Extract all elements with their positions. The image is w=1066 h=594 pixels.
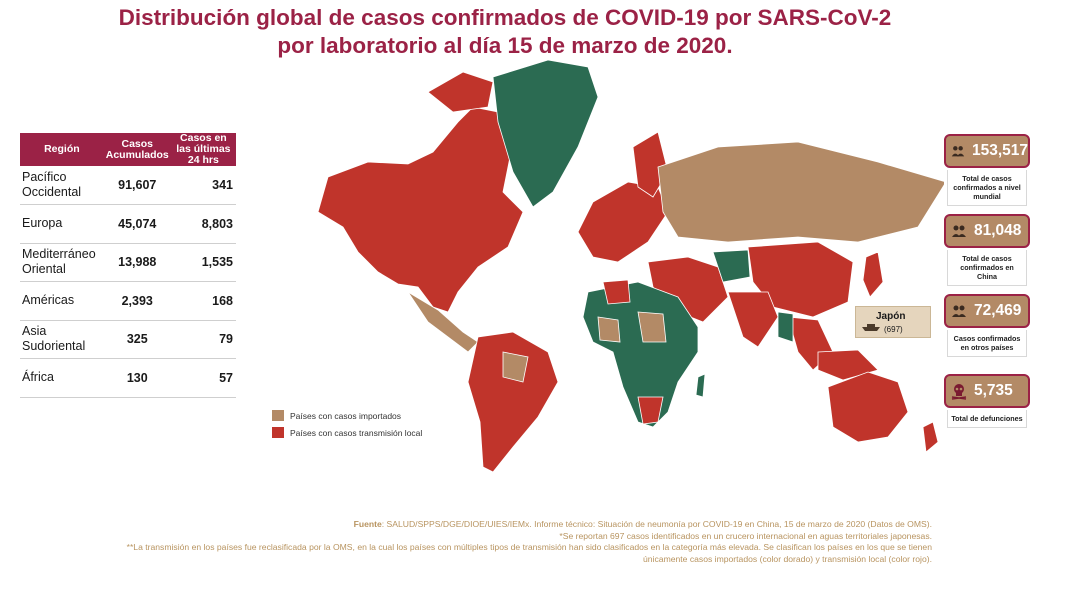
japan-callout: Japón (697) xyxy=(855,306,931,338)
table-row: Pacífico Occidental 91,607 341 xyxy=(20,166,236,205)
stat-badge: 81,048 xyxy=(944,214,1030,248)
table-row: Mediterráneo Oriental 13,988 1,535 xyxy=(20,243,236,282)
region-central-asia xyxy=(712,249,751,283)
region-name: Mediterráneo Oriental xyxy=(20,243,104,282)
stat-description: Total de casos confirmados a nivel mundi… xyxy=(947,170,1027,206)
cases-24h: 57 xyxy=(170,358,236,398)
japan-title: Japón xyxy=(876,311,906,322)
cases-accumulated: 130 xyxy=(103,358,171,398)
region-new-zealand xyxy=(922,421,939,453)
footnote-source: Fuente: SALUD/SPPS/DGE/DIOE/UIES/IEMx. I… xyxy=(110,519,932,531)
region-china xyxy=(747,241,854,318)
region-africa-gold-1 xyxy=(637,311,667,343)
region-name: Asia Sudoriental xyxy=(20,320,104,359)
region-brazil-part xyxy=(502,351,529,383)
region-south-america xyxy=(467,331,559,473)
table-row: Asia Sudoriental 325 79 xyxy=(20,320,236,359)
header-region: Región xyxy=(20,133,104,166)
stat-card-china: 81,048 Total de casos confirmados en Chi… xyxy=(944,214,1030,286)
people-icon xyxy=(952,305,966,317)
map-legend: Países con casos importados Países con c… xyxy=(272,410,422,444)
cases-24h: 8,803 xyxy=(170,204,236,244)
region-africa-gold-2 xyxy=(597,316,621,343)
table-row: Europa 45,074 8,803 xyxy=(20,204,236,244)
page-title: Distribución global de casos confirmados… xyxy=(118,5,892,58)
region-canada-north xyxy=(427,71,494,113)
stat-card-deaths: 5,735 Total de defunciones xyxy=(944,374,1030,428)
stat-badge: 72,469 xyxy=(944,294,1030,328)
legend-swatch-imported xyxy=(272,410,284,421)
region-australia xyxy=(827,371,909,443)
region-madagascar xyxy=(695,373,706,398)
legend-item-local: Países con casos transmisión local xyxy=(272,427,422,438)
region-name: Américas xyxy=(20,281,104,321)
people-icon xyxy=(952,225,966,237)
table-row: África 130 57 xyxy=(20,358,236,398)
region-greenland xyxy=(492,59,599,208)
table-header-row: Región Casos Acumulados Casos en las últ… xyxy=(20,133,236,166)
footnote-note1: *Se reportan 697 casos identificados en … xyxy=(559,530,932,541)
cases-accumulated: 91,607 xyxy=(103,166,171,205)
stat-description: Casos confirmados en otros países xyxy=(947,330,1027,357)
source-text: : SALUD/SPPS/DGE/DIOE/UIES/IEMx. Informe… xyxy=(381,519,932,529)
stat-description: Total de defunciones xyxy=(947,410,1027,428)
region-name: África xyxy=(20,358,104,398)
cases-accumulated: 45,074 xyxy=(103,204,171,244)
legend-item-imported: Países con casos importados xyxy=(272,410,422,421)
world-map xyxy=(258,52,948,482)
region-japan xyxy=(862,251,884,298)
region-name: Europa xyxy=(20,204,104,244)
region-table: Región Casos Acumulados Casos en las últ… xyxy=(20,133,236,398)
cases-accumulated: 13,988 xyxy=(103,243,171,282)
table-row: Américas 2,393 168 xyxy=(20,281,236,321)
cases-accumulated: 2,393 xyxy=(103,281,171,321)
footnotes: Fuente: SALUD/SPPS/DGE/DIOE/UIES/IEMx. I… xyxy=(110,519,932,565)
stat-badge: 153,517 xyxy=(944,134,1030,168)
stat-number: 72,469 xyxy=(974,302,1022,319)
cases-24h: 341 xyxy=(170,166,236,205)
cases-24h: 79 xyxy=(170,320,236,359)
stat-card-world: 153,517 Total de casos confirmados a niv… xyxy=(944,134,1030,206)
stat-number: 153,517 xyxy=(971,142,1028,159)
stat-badge: 5,735 xyxy=(944,374,1030,408)
header-acumulados: Casos Acumulados xyxy=(103,133,171,166)
legend-label-imported: Países con casos importados xyxy=(290,410,402,421)
cases-24h: 1,535 xyxy=(170,243,236,282)
ship-icon xyxy=(862,324,880,331)
skull-icon xyxy=(951,384,967,400)
header-ultimas24: Casos en las últimas 24 hrs xyxy=(170,133,236,166)
stat-card-other-countries: 72,469 Casos confirmados en otros países xyxy=(944,294,1030,357)
stat-description: Total de casos confirmados en China xyxy=(947,250,1027,286)
region-africa xyxy=(582,281,699,428)
world-map-svg xyxy=(317,59,947,473)
region-russia xyxy=(657,141,947,243)
source-label: Fuente xyxy=(353,519,382,529)
legend-label-local: Países con casos transmisión local xyxy=(290,427,423,438)
region-mexico xyxy=(407,291,479,353)
region-myanmar xyxy=(777,311,794,343)
cases-24h: 168 xyxy=(170,281,236,321)
region-name: Pacífico Occidental xyxy=(20,166,104,205)
region-north-america xyxy=(317,106,524,313)
japan-count: (697) xyxy=(884,325,903,334)
stat-number: 5,735 xyxy=(974,382,1013,399)
region-north-africa xyxy=(602,279,631,305)
region-south-africa xyxy=(637,396,664,425)
legend-swatch-local xyxy=(272,427,284,438)
stat-number: 81,048 xyxy=(974,222,1022,239)
region-india xyxy=(727,291,779,348)
cases-accumulated: 325 xyxy=(103,320,171,359)
people-icon xyxy=(951,146,965,157)
footnote-note2: **La transmisión en los países fue recla… xyxy=(126,542,932,564)
